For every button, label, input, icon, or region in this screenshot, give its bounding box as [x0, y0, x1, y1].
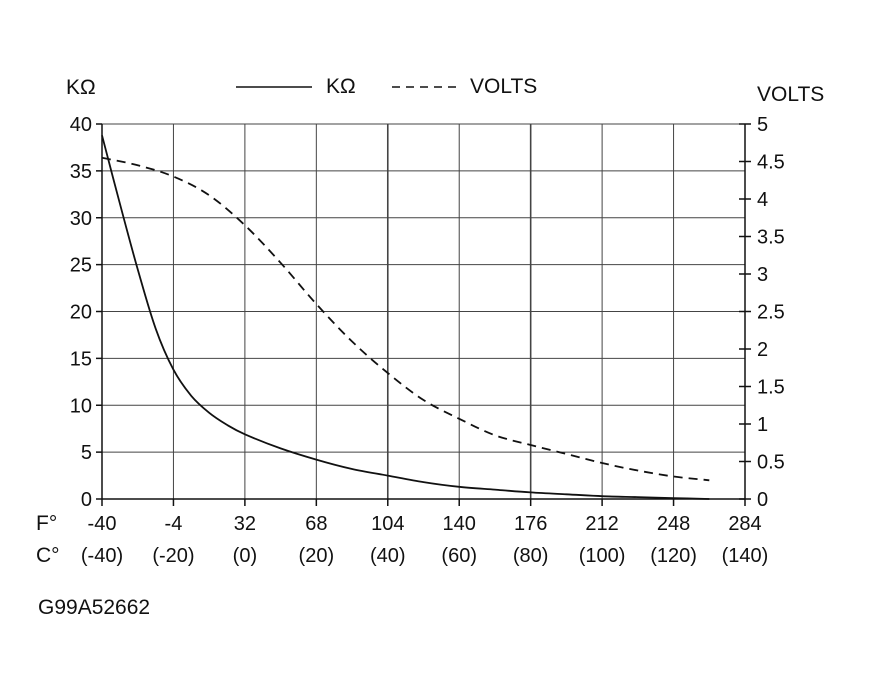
- x-tick-label-c: (100): [579, 545, 626, 567]
- x-tick-label-c: (-40): [81, 545, 123, 567]
- y-left-tick-label: 5: [81, 442, 92, 464]
- y-left-tick-label: 35: [70, 161, 92, 183]
- y-right-tick-label: 4.5: [757, 152, 785, 174]
- y-left-tick-label: 10: [70, 395, 92, 417]
- grid: [102, 123, 745, 499]
- y-right-tick-label: 3: [757, 264, 768, 286]
- y-right-tick-label: 2.5: [757, 302, 785, 324]
- ticks-layer: 0 5 10 15 20 25 30 35 40 0 0.5 1 1.5 2 2.5 3 3.5 4 4.5 5 -40…: [70, 114, 785, 567]
- y-right-tick-label: 2: [757, 339, 768, 361]
- y-right-tick-label: 0: [757, 489, 768, 511]
- y-left-tick-label: 0: [81, 489, 92, 511]
- x-tick-label-c: (40): [370, 545, 406, 567]
- y-right-tick-label: 0.5: [757, 452, 785, 474]
- legend: KΩ VOLTS: [236, 75, 537, 98]
- x-tick-label-c: (-20): [152, 545, 194, 567]
- x-tick-label-f: -40: [88, 513, 117, 535]
- x-tick-label-c: (80): [513, 545, 549, 567]
- series-layer: [101, 135, 710, 500]
- x-tick-label-f: 104: [371, 513, 404, 535]
- legend-label-kohm: KΩ: [326, 75, 356, 98]
- y-left-tick-label: 25: [70, 255, 92, 277]
- x-tick-label-c: (60): [441, 545, 477, 567]
- x-tick-label-f: 248: [657, 513, 690, 535]
- y-left-tick-label: 30: [70, 208, 92, 230]
- y-left-axis-label: KΩ: [66, 76, 96, 99]
- y-right-axis-label: VOLTS: [757, 83, 824, 106]
- series-line-kohm: [101, 135, 710, 500]
- legend-label-volts: VOLTS: [470, 75, 537, 98]
- y-right-tick-label: 4: [757, 189, 768, 211]
- x-axis-label-fahrenheit: F°: [36, 512, 57, 535]
- x-tick-label-f: 212: [585, 513, 618, 535]
- x-tick-label-f: 68: [305, 513, 327, 535]
- y-right-tick-label: 1.5: [757, 377, 785, 399]
- x-tick-label-c: (20): [299, 545, 335, 567]
- x-tick-label-f: 284: [728, 513, 761, 535]
- y-left-tick-label: 15: [70, 348, 92, 370]
- x-tick-label-f: -4: [165, 513, 183, 535]
- x-tick-label-c: (120): [650, 545, 697, 567]
- x-axis-label-celsius: C°: [36, 544, 60, 567]
- figure-id: G99A52662: [38, 596, 150, 619]
- y-right-tick-label: 3.5: [757, 227, 785, 249]
- y-right-tick-label: 1: [757, 414, 768, 436]
- x-tick-label-c: (140): [722, 545, 769, 567]
- series-line-volts: [101, 156, 710, 482]
- x-tick-label-f: 32: [234, 513, 256, 535]
- x-tick-label-f: 176: [514, 513, 547, 535]
- x-tick-label-f: 140: [443, 513, 476, 535]
- y-left-tick-label: 40: [70, 114, 92, 136]
- y-left-tick-label: 20: [70, 302, 92, 324]
- y-right-tick-label: 5: [757, 114, 768, 136]
- x-tick-label-c: (0): [233, 545, 257, 567]
